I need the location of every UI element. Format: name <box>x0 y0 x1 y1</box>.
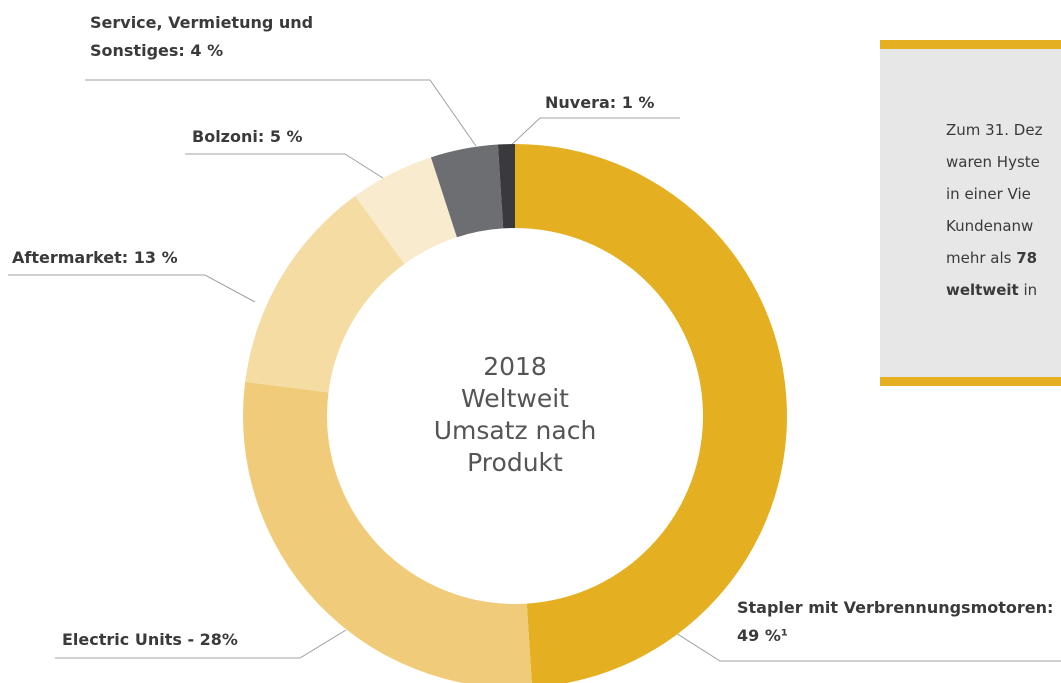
info-line: mehr als 78 <box>946 249 1037 267</box>
segment-label: Electric Units - 28% <box>62 630 238 649</box>
center-text: 2018 <box>483 352 547 381</box>
center-text: Umsatz nach <box>434 416 597 445</box>
leader-line <box>55 629 347 659</box>
donut-segment <box>355 157 457 264</box>
info-text: in einer Vie <box>946 185 1031 203</box>
segment-label: Stapler mit Verbrennungsmotoren: 49 %¹ <box>737 598 1054 645</box>
donut-segment <box>245 195 405 393</box>
segment-label: Aftermarket: 13 % <box>12 248 178 267</box>
info-text: Zum 31. Dez <box>946 121 1043 139</box>
info-text: 78 <box>1016 249 1038 267</box>
leader-line <box>185 153 387 181</box>
info-line: waren Hyste <box>946 153 1040 171</box>
donut-segment <box>243 381 532 683</box>
info-text: Kundenanw <box>946 217 1034 235</box>
segment-label: Service, Vermietung und Sonstiges: 4 % <box>90 13 314 60</box>
center-text: Weltweit <box>461 384 569 413</box>
info-line: Kundenanw <box>946 217 1033 235</box>
segment-label: Bolzoni: 5 % <box>192 127 303 146</box>
info-line: weltweit in <box>946 281 1037 299</box>
donut-segment <box>430 144 504 238</box>
info-text: waren Hyste <box>946 153 1040 171</box>
info-line: in einer Vie <box>946 185 1031 203</box>
donut-segment <box>515 144 787 683</box>
leader-line <box>507 117 680 149</box>
info-text: in <box>1018 281 1038 299</box>
leader-lines <box>8 79 1061 662</box>
info-text: weltweit <box>946 281 1019 299</box>
info-text: mehr als <box>946 249 1017 267</box>
segment-label: Nuvera: 1 % <box>545 93 655 112</box>
donut-segment <box>497 144 515 229</box>
center-text: Produkt <box>467 448 563 477</box>
leader-line <box>8 274 256 303</box>
leader-line <box>667 627 1061 662</box>
info-line: Zum 31. Dez <box>946 121 1042 139</box>
leader-line <box>85 79 477 147</box>
info-box: Zum 31. Dez waren Hyste in einer Vie Kunden… <box>880 40 1061 386</box>
